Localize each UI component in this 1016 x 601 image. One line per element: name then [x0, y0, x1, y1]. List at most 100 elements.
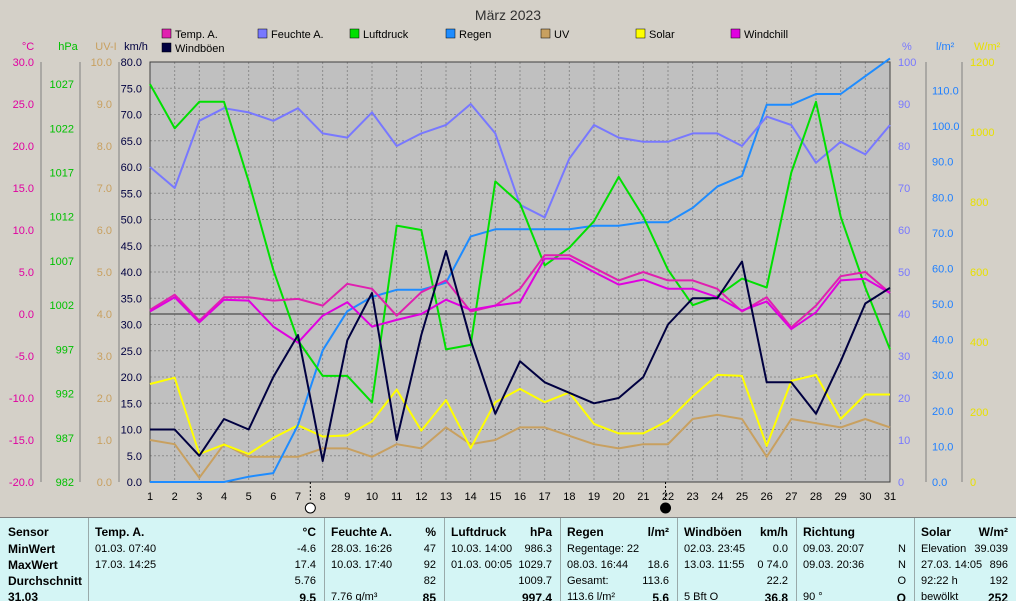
tick-label-uv: 3.0	[97, 351, 112, 363]
x-tick-label: 6	[270, 491, 276, 503]
tick-label-temp: -5.0	[15, 351, 34, 363]
legend-swatch	[635, 28, 646, 39]
tick-label-solar: 600	[970, 267, 988, 279]
stat-text: 10.03. 14:00	[451, 543, 513, 555]
tick-label-pct: 10	[898, 435, 910, 447]
x-tick-label: 15	[489, 491, 501, 503]
stat-value: 36.8	[764, 591, 788, 601]
x-tick-label: 2	[172, 491, 178, 503]
series-line-temp-a-	[149, 254, 891, 329]
stat-text: 27.03. 14:05	[921, 559, 983, 571]
tick-label-hpa: 1012	[50, 212, 74, 224]
x-tick-label: 5	[246, 491, 252, 503]
stat-value: 0.0	[772, 543, 788, 555]
x-tick-label: 30	[859, 491, 871, 503]
tick-label-rain: 40.0	[932, 335, 953, 347]
tick-label-kmh: 30.0	[121, 320, 142, 332]
tick-label-rain: 0.0	[932, 477, 947, 489]
stat-text: Regentage: 22	[567, 543, 640, 555]
tick-label-kmh: 40.0	[121, 267, 142, 279]
column-unit: °C	[302, 525, 316, 539]
stat-value: 9.5	[299, 591, 316, 601]
stat-text: 10.03. 17:40	[331, 559, 393, 571]
tick-label-uv: 6.0	[97, 225, 112, 237]
plot-border	[149, 61, 891, 483]
row-label: Durchschnitt	[8, 574, 83, 588]
x-tick-label: 26	[761, 491, 773, 503]
x-tick-label: 31	[884, 491, 896, 503]
tick-label-temp: -10.0	[9, 393, 34, 405]
tick-label-solar: 800	[970, 197, 988, 209]
tick-label-rain: 90.0	[932, 157, 953, 169]
stat-text: 28.03. 16:26	[331, 543, 393, 555]
column-unit: l/m²	[647, 525, 669, 539]
tick-label-rain: 60.0	[932, 263, 953, 275]
tick-label-solar: 400	[970, 337, 988, 349]
chart-title: März 2023	[475, 7, 541, 23]
x-tick-label: 21	[637, 491, 649, 503]
stat-text: 09.03. 20:36	[803, 559, 865, 571]
tick-label-rain: 70.0	[932, 228, 953, 240]
x-tick-label: 4	[221, 491, 227, 503]
stat-text: 13.03. 11:55	[684, 559, 745, 571]
tick-label-hpa: 1022	[50, 123, 74, 135]
tick-label-temp: 15.0	[13, 183, 34, 195]
full-moon-icon	[304, 502, 316, 514]
x-tick-label: 11	[391, 491, 402, 503]
tick-label-pct: 0	[898, 477, 904, 489]
x-tick-label: 13	[440, 491, 452, 503]
tick-label-pct: 100	[898, 57, 916, 69]
axis-label-pct: %	[902, 41, 912, 53]
legend-label: Feuchte A.	[271, 29, 324, 41]
tick-label-uv: 7.0	[97, 183, 112, 195]
weather-chart: März 2023°C30.025.020.015.010.05.00.0-5.…	[9, 7, 1001, 514]
column-title: Windböen	[684, 525, 742, 539]
tick-label-kmh: 80.0	[121, 57, 142, 69]
legend-label: Regen	[459, 29, 491, 41]
column-title: Regen	[567, 525, 604, 539]
tick-label-kmh: 75.0	[121, 83, 142, 95]
column-unit: W/m²	[978, 525, 1008, 539]
column-title: Solar	[921, 525, 952, 539]
tick-label-hpa: 992	[56, 389, 74, 401]
legend-label: Luftdruck	[363, 29, 409, 41]
stat-text: 5 Bft O	[684, 591, 719, 601]
x-tick-label: 3	[196, 491, 202, 503]
stat-value: 192	[989, 575, 1008, 587]
tick-label-temp: 30.0	[13, 57, 34, 69]
chart-area: März 2023 °C 30.0 25.0 20.0 15.0 10.0 5.0 0.0 -5.…	[9, 7, 1001, 514]
stat-value: 252	[987, 591, 1008, 601]
column-title: Luftdruck	[451, 525, 507, 539]
x-tick-label: 29	[835, 491, 847, 503]
tick-label-rain: 20.0	[932, 406, 953, 418]
tick-label-kmh: 0.0	[127, 477, 142, 489]
x-tick-label: 16	[514, 491, 526, 503]
tick-label-pct: 90	[898, 99, 910, 111]
stat-value: 5.76	[294, 575, 316, 587]
tick-label-rain: 50.0	[932, 299, 953, 311]
tick-label-rain: 110.0	[932, 85, 959, 97]
legend-label: Windböen	[175, 43, 225, 55]
legend-swatch	[349, 28, 360, 39]
tick-label-temp: 25.0	[13, 99, 34, 111]
tick-label-solar: 1000	[970, 127, 994, 139]
stat-text: 7.76 g/m³	[331, 591, 378, 601]
tick-label-uv: 2.0	[97, 393, 112, 405]
series-line-solar	[149, 373, 890, 455]
tick-label-uv: 1.0	[97, 435, 112, 447]
column-title: Temp. A.	[95, 525, 145, 539]
tick-label-kmh: 20.0	[121, 372, 142, 384]
tick-label-kmh: 45.0	[121, 241, 142, 253]
tick-label-rain: 30.0	[932, 370, 953, 382]
legend-label: Solar	[649, 29, 675, 41]
tick-label-pct: 80	[898, 141, 910, 153]
x-tick-label: 18	[563, 491, 575, 503]
x-tick-label: 25	[736, 491, 748, 503]
tick-label-temp: 20.0	[13, 141, 34, 153]
x-tick-label: 9	[344, 491, 350, 503]
x-tick-label: 7	[295, 491, 301, 503]
stat-text: 17.03. 14:25	[95, 559, 157, 571]
column-unit: hPa	[529, 525, 552, 539]
tick-label-uv: 10.0	[91, 57, 112, 69]
axis-label-hpa: hPa	[58, 41, 78, 53]
